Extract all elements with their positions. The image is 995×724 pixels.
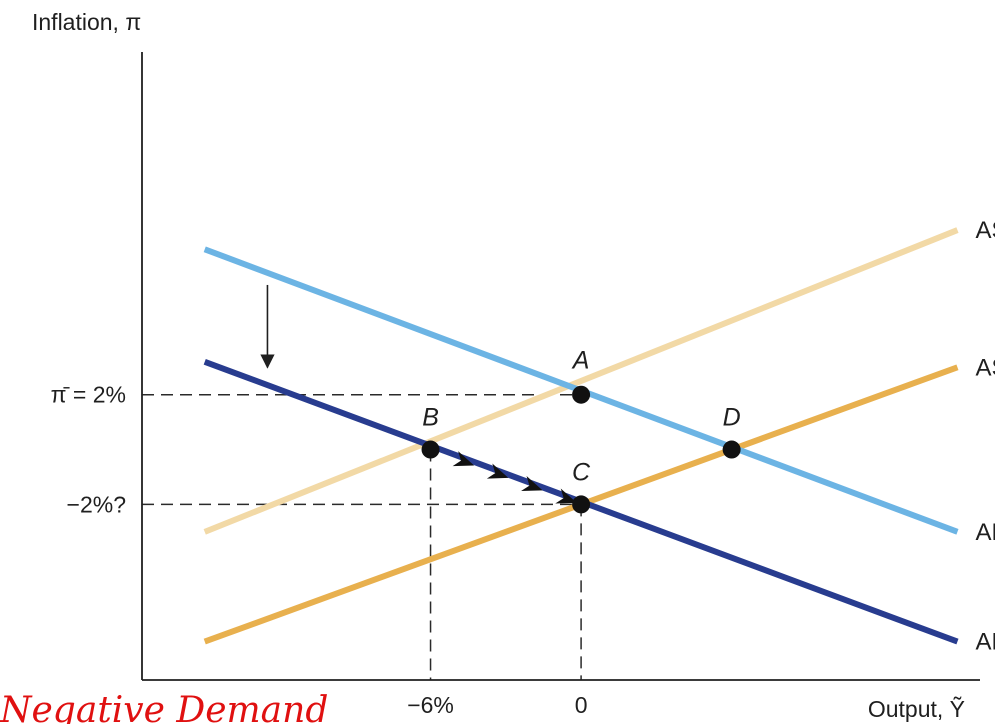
axes (141, 52, 980, 681)
point-label-a: A (571, 347, 590, 375)
guide-lines (142, 393, 582, 680)
curve-as (203, 227, 959, 535)
y-tick-label-1: −2%? (67, 491, 126, 517)
curves (203, 227, 959, 645)
labels: AS AS′ AD AD′ A B C D Inflation, π Output, Ỹ π̄ = … (32, 9, 995, 722)
point-d (722, 440, 741, 459)
x-axis-title: Output, Ỹ (868, 696, 965, 722)
y-axis-title: Inflation, π (32, 9, 141, 35)
handwritten-annotation: Negative Demand (0, 690, 328, 724)
x-tick-label-1: 0 (575, 692, 588, 718)
curve-label-ad-prime: AD′ (975, 629, 995, 656)
curve-label-ad: AD (975, 519, 995, 546)
y-tick-label-0: π̄ = 2% (51, 382, 126, 408)
curve-label-as: AS (975, 217, 995, 244)
path-arrow-4 (555, 488, 577, 504)
point-label-b: B (422, 404, 439, 432)
arrows (260, 284, 577, 504)
path-arrow-1 (452, 451, 475, 467)
path-arrow-2 (486, 463, 509, 479)
points (421, 385, 741, 514)
point-label-c: C (572, 458, 591, 486)
point-c (572, 495, 591, 514)
path-arrow-3 (521, 476, 543, 492)
point-label-d: D (723, 404, 741, 432)
x-tick-label-0: −6% (407, 692, 454, 718)
point-a (572, 385, 591, 404)
curve-label-as-prime: AS′ (975, 354, 995, 381)
point-b (421, 440, 440, 459)
